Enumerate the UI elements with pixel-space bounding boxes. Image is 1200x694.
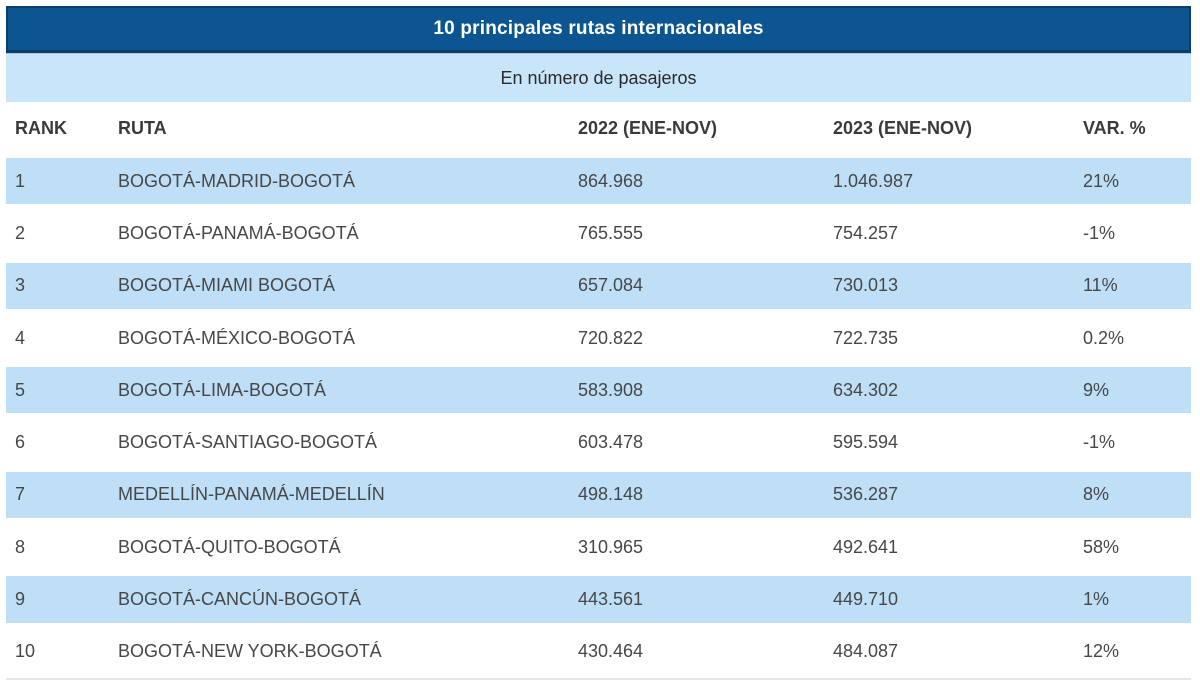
- cell-route: BOGOTÁ-MADRID-BOGOTÁ: [118, 170, 356, 191]
- cell-2022: 430.464: [578, 641, 644, 662]
- cell-route: BOGOTÁ-PANAMÁ-BOGOTÁ: [118, 222, 359, 243]
- table-title-bar: 10 principales rutas internacionales: [6, 6, 1191, 53]
- cell-route: BOGOTÁ-CANCÚN-BOGOTÁ: [118, 589, 362, 610]
- cell-2023: 730.013: [833, 275, 899, 296]
- cell-2022: 864.968: [578, 170, 644, 191]
- column-header-variation: VAR. %: [1083, 118, 1146, 138]
- table-body: 1 BOGOTÁ-MADRID-BOGOTÁ 864.968 1.046.987…: [6, 155, 1191, 680]
- routes-table: 10 principales rutas internacionales En …: [6, 6, 1191, 680]
- cell-variation: -1%: [1083, 432, 1116, 453]
- cell-variation: 58%: [1083, 536, 1120, 557]
- cell-rank: 10: [15, 641, 36, 662]
- cell-rank: 2: [15, 222, 26, 243]
- cell-rank: 4: [15, 327, 26, 348]
- cell-rank: 8: [15, 536, 26, 557]
- cell-route: BOGOTÁ-MIAMI BOGOTÁ: [118, 275, 336, 296]
- cell-2023: 595.594: [833, 432, 899, 453]
- table-row: 3 BOGOTÁ-MIAMI BOGOTÁ 657.084 730.013 11…: [6, 259, 1191, 312]
- cell-variation: 12%: [1083, 641, 1120, 662]
- table-header-row: RANK RUTA 2022 (ENE-NOV) 2023 (ENE-NOV) …: [6, 102, 1191, 155]
- cell-route: BOGOTÁ-LIMA-BOGOTÁ: [118, 379, 327, 400]
- cell-2022: 603.478: [578, 432, 644, 453]
- table-row: 8 BOGOTÁ-QUITO-BOGOTÁ 310.965 492.641 58…: [6, 521, 1191, 574]
- cell-2023: 1.046.987: [833, 170, 914, 191]
- cell-variation: 9%: [1083, 379, 1110, 400]
- cell-2023: 536.287: [833, 484, 899, 505]
- cell-2022: 765.555: [578, 222, 644, 243]
- cell-route: BOGOTÁ-QUITO-BOGOTÁ: [118, 536, 341, 557]
- cell-route: BOGOTÁ-NEW YORK-BOGOTÁ: [118, 641, 382, 662]
- column-header-2022: 2022 (ENE-NOV): [578, 118, 718, 138]
- cell-2022: 498.148: [578, 484, 644, 505]
- table-row: 6 BOGOTÁ-SANTIAGO-BOGOTÁ 603.478 595.594…: [6, 416, 1191, 469]
- cell-route: BOGOTÁ-SANTIAGO-BOGOTÁ: [118, 432, 378, 453]
- table-row: 4 BOGOTÁ-MÉXICO-BOGOTÁ 720.822 722.735 0…: [6, 311, 1191, 365]
- table-row: 7 MEDELLÍN-PANAMÁ-MEDELLÍN 498.148 536.2…: [6, 468, 1191, 522]
- cell-route: BOGOTÁ-MÉXICO-BOGOTÁ: [118, 327, 356, 348]
- table-title: 10 principales rutas internacionales: [433, 18, 764, 39]
- table-subtitle: En número de pasajeros: [500, 67, 697, 88]
- cell-2022: 720.822: [578, 327, 644, 348]
- cell-rank: 5: [15, 379, 26, 400]
- cell-rank: 9: [15, 589, 26, 610]
- cell-2023: 484.087: [833, 641, 899, 662]
- table-row: 1 BOGOTÁ-MADRID-BOGOTÁ 864.968 1.046.987…: [6, 155, 1191, 208]
- cell-variation: 11%: [1083, 275, 1118, 296]
- cell-2023: 634.302: [833, 379, 899, 400]
- table-row: 10 BOGOTÁ-NEW YORK-BOGOTÁ 430.464 484.08…: [6, 625, 1191, 678]
- cell-rank: 7: [15, 484, 26, 505]
- cell-route: MEDELLÍN-PANAMÁ-MEDELLÍN: [118, 484, 385, 505]
- cell-2022: 657.084: [578, 275, 644, 296]
- table-subtitle-bar: En número de pasajeros: [6, 53, 1191, 102]
- cell-variation: 1%: [1083, 589, 1110, 610]
- cell-2023: 449.710: [833, 589, 899, 610]
- cell-2022: 310.965: [578, 536, 644, 557]
- cell-variation: -1%: [1083, 222, 1116, 243]
- cell-variation: 8%: [1083, 484, 1110, 505]
- cell-2023: 754.257: [833, 222, 899, 243]
- cell-2022: 583.908: [578, 379, 644, 400]
- cell-2023: 722.735: [833, 327, 899, 348]
- column-header-route: RUTA: [118, 118, 167, 138]
- table-row: 9 BOGOTÁ-CANCÚN-BOGOTÁ 443.561 449.710 1…: [6, 573, 1191, 626]
- cell-variation: 0.2%: [1083, 327, 1125, 348]
- cell-rank: 6: [15, 432, 26, 453]
- table-row: 2 BOGOTÁ-PANAMÁ-BOGOTÁ 765.555 754.257 -…: [6, 207, 1191, 260]
- column-header-2023: 2023 (ENE-NOV): [833, 118, 973, 138]
- table-row: 5 BOGOTÁ-LIMA-BOGOTÁ 583.908 634.302 9%: [6, 364, 1191, 417]
- cell-2022: 443.561: [578, 589, 644, 610]
- cell-variation: 21%: [1083, 170, 1120, 191]
- cell-rank: 1: [15, 170, 26, 191]
- column-header-rank: RANK: [15, 118, 67, 138]
- cell-2023: 492.641: [833, 536, 899, 557]
- cell-rank: 3: [15, 275, 26, 296]
